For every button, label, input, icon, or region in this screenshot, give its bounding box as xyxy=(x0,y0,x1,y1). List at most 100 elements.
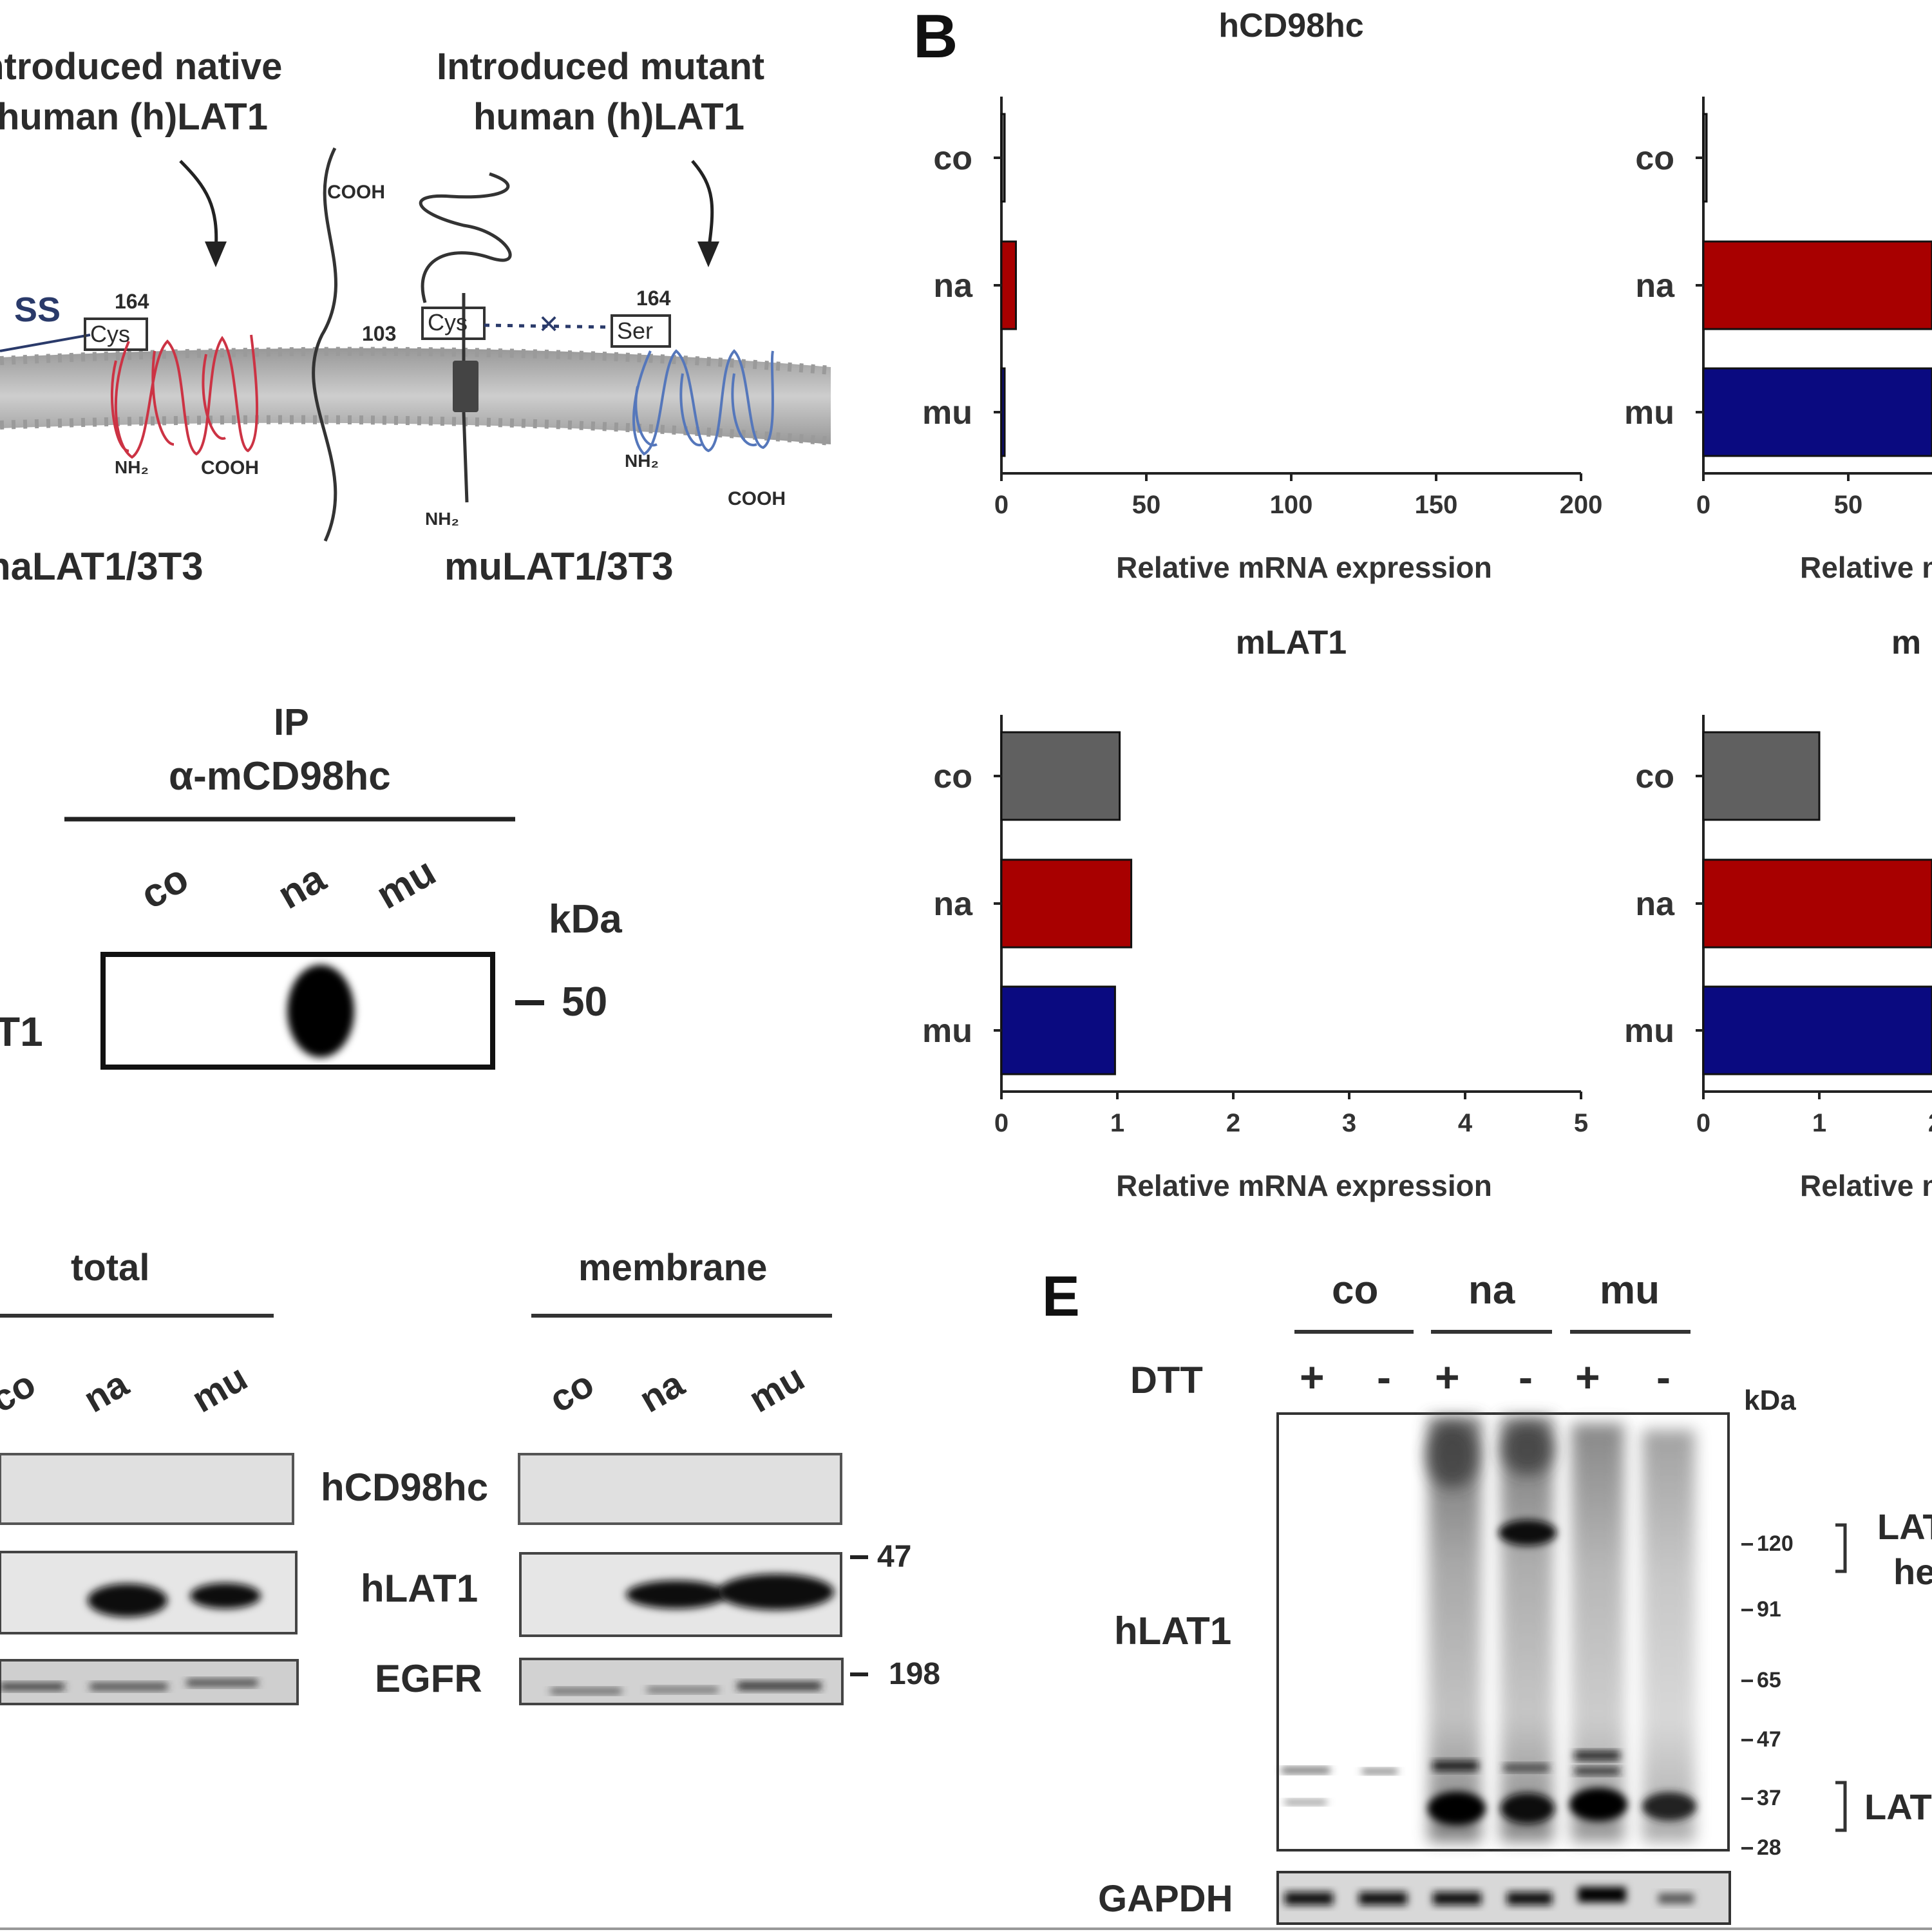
category-label: na xyxy=(933,886,973,923)
category-label: mu xyxy=(922,1012,972,1050)
native-title-line2: human (h)LAT1 xyxy=(0,96,268,138)
x-tick-label: 1 xyxy=(1110,1109,1124,1137)
x-tick-label: 1 xyxy=(1812,1109,1826,1137)
ss-label: SS xyxy=(14,290,61,329)
x-tick-label: 0 xyxy=(994,491,1009,519)
x-tick-label: 0 xyxy=(1696,491,1710,519)
ip-row-label: T1 xyxy=(0,1009,43,1055)
bar-mu xyxy=(1702,367,1932,457)
e-gapdh-label: GAPDH xyxy=(1098,1878,1233,1920)
bar-mu xyxy=(1000,367,1006,457)
row-hlat1: hLAT1 xyxy=(361,1567,478,1610)
panel-c-blot xyxy=(64,817,544,1070)
e-marker-37: 37 xyxy=(1757,1786,1781,1810)
category-label: co xyxy=(1635,758,1674,795)
panel-a-diagram: × xyxy=(0,68,831,542)
na-band xyxy=(287,965,354,1057)
bar-co xyxy=(1702,113,1708,203)
x-tick-label: 150 xyxy=(1415,491,1458,519)
bar-na xyxy=(1000,858,1133,949)
category-label: mu xyxy=(922,394,972,431)
cooh-top: COOH xyxy=(327,182,385,203)
group-mu: mu xyxy=(1600,1268,1660,1312)
total-hlat1-band-mu xyxy=(190,1583,261,1609)
cys-label-native: Cys xyxy=(90,321,130,347)
total-hlat1-band-na xyxy=(88,1584,167,1617)
e-blot-label: hLAT1 xyxy=(1114,1609,1232,1653)
mutant-title-line1: Introduced mutant xyxy=(437,46,765,88)
nh2-mutant-stem: NH₂ xyxy=(425,509,459,529)
x-axis-label: Relative mRNA expression xyxy=(1116,551,1492,584)
row-hcd98hc: hCD98hc xyxy=(321,1466,489,1509)
category-label: mu xyxy=(1624,394,1674,431)
mutant-title-line2: human (h)LAT1 xyxy=(473,96,744,138)
monomer-bracket xyxy=(1835,1781,1847,1832)
membrane-hcd98hc-strip xyxy=(518,1453,842,1525)
x-axis-label: Relative m xyxy=(1800,551,1932,584)
chart-title: hCD98hc xyxy=(1218,7,1363,44)
ip-marker-50: 50 xyxy=(562,978,608,1025)
ip-label: IP xyxy=(274,701,309,743)
total-label: total xyxy=(71,1247,150,1289)
marker-198: 198 xyxy=(889,1657,941,1691)
dtt-sign-2: - xyxy=(1377,1353,1391,1401)
bar-na xyxy=(1702,240,1932,330)
native-cell-label: naLAT1/3T3 xyxy=(0,545,204,588)
x-tick-label: 200 xyxy=(1560,491,1603,519)
x-tick-label: 0 xyxy=(994,1109,1009,1137)
category-label: co xyxy=(933,140,972,177)
e-marker-91: 91 xyxy=(1757,1597,1781,1622)
tm-helix-stem xyxy=(453,361,478,412)
x-tick-label: 2 xyxy=(1226,1109,1240,1137)
e-marker-120: 120 xyxy=(1757,1531,1794,1556)
ser-box xyxy=(611,314,671,348)
dtt-label: DTT xyxy=(1130,1359,1203,1401)
separator-line xyxy=(312,147,337,542)
bracket-label-1b: he xyxy=(1893,1551,1932,1592)
bar-na xyxy=(1000,240,1017,330)
group-na: na xyxy=(1468,1268,1515,1312)
bar-na xyxy=(1702,858,1932,949)
native-title-line1: Introduced native xyxy=(0,46,283,88)
residue-164-mutant: 164 xyxy=(636,287,671,310)
panel-e-label: E xyxy=(1042,1264,1080,1328)
residue-164-native: 164 xyxy=(115,290,149,313)
chart-hcd98hc: hCD98hc co na mu 0 50 100 150 200 Relative mRNA e… xyxy=(922,7,1602,584)
bar-mu xyxy=(1000,985,1116,1075)
dtt-sign-5: + xyxy=(1575,1353,1600,1401)
nh2-native: NH₂ xyxy=(115,457,149,477)
dtt-sign-4: - xyxy=(1519,1353,1533,1401)
membrane-hlat1-band-na xyxy=(626,1580,726,1609)
chart-title: m xyxy=(1891,624,1921,661)
heterodimer-bracket xyxy=(1835,1523,1847,1573)
row-egfr: EGFR xyxy=(375,1657,482,1700)
group-co: co xyxy=(1332,1268,1379,1312)
chart-bottom-right: m co na mu 0 1 2 Relative m xyxy=(1624,624,1932,1202)
panel-d-blots xyxy=(0,1314,868,1705)
chart-mlat1: mLAT1 co na mu 0 1 2 3 4 5 Relative mRNA expressio… xyxy=(922,624,1588,1202)
x-axis-label: Relative mRNA expression xyxy=(1116,1169,1492,1202)
x-tick-label: 3 xyxy=(1342,1109,1356,1137)
membrane-egfr-strip xyxy=(519,1658,844,1705)
category-label: na xyxy=(1635,886,1675,923)
total-hcd98hc-strip xyxy=(0,1453,294,1525)
e-marker-47: 47 xyxy=(1757,1727,1781,1752)
ip-kda: kDa xyxy=(549,897,622,942)
category-label: co xyxy=(933,758,972,795)
category-label: mu xyxy=(1624,1012,1674,1050)
bar-co xyxy=(1702,731,1821,821)
x-tick-label: 50 xyxy=(1834,491,1863,519)
membrane-label: membrane xyxy=(578,1247,768,1289)
membrane-bilayer xyxy=(0,348,831,444)
nh2-mutant: NH₂ xyxy=(625,451,659,471)
native-lat1-helices xyxy=(110,334,259,459)
mutant-cell-label: muLAT1/3T3 xyxy=(444,545,674,588)
panel-b-label: B xyxy=(913,2,958,71)
x-mark: × xyxy=(539,305,558,343)
ser-label: Ser xyxy=(617,317,654,344)
residue-103: 103 xyxy=(362,322,397,345)
category-label: na xyxy=(1635,267,1675,305)
x-tick-label: 50 xyxy=(1132,491,1161,519)
chart-top-right: co na mu 0 50 Relative m xyxy=(1624,97,1932,584)
